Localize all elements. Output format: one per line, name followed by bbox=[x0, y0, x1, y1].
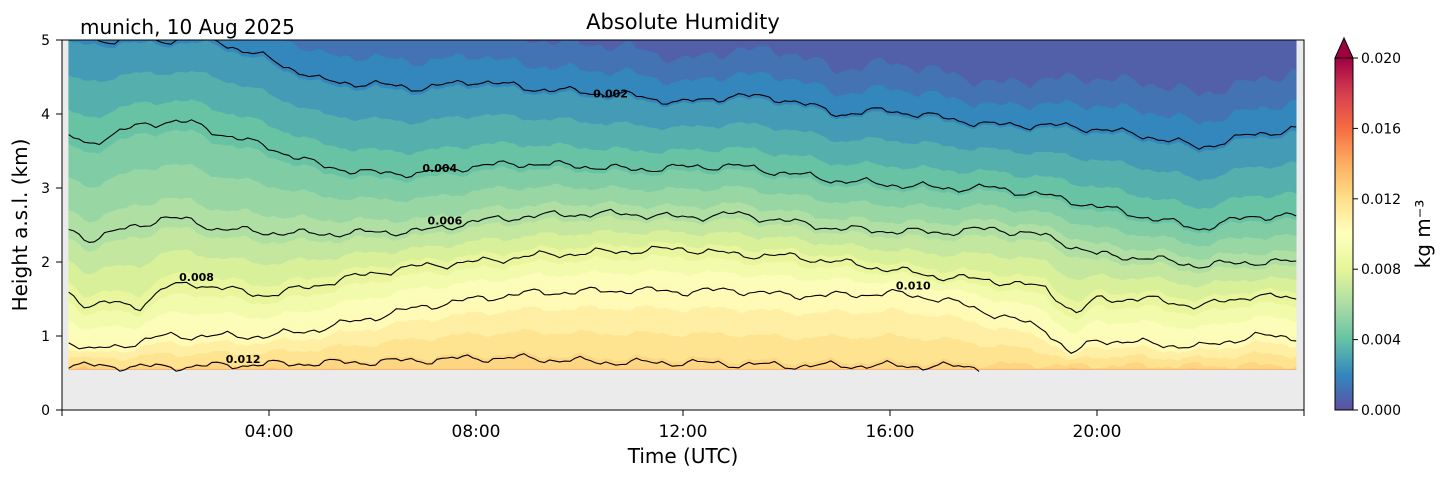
x-tick-label: 12:00 bbox=[659, 422, 708, 442]
plot-area bbox=[61, 39, 1305, 411]
contour-label: 0.010 bbox=[896, 280, 931, 293]
x-axis-label: Time (UTC) bbox=[627, 444, 739, 468]
x-tick-label: 16:00 bbox=[866, 422, 915, 442]
contour-fill-layer bbox=[68, 40, 1297, 370]
contour-label: 0.012 bbox=[226, 353, 261, 366]
chart-title: Absolute Humidity bbox=[586, 10, 780, 34]
contour-label: 0.002 bbox=[593, 87, 628, 100]
y-tick-label: 3 bbox=[41, 181, 50, 197]
colorbar-tick-label: 0.000 bbox=[1361, 403, 1401, 419]
colorbar-extend-arrow bbox=[1334, 36, 1354, 59]
x-tick-label: 08:00 bbox=[452, 422, 501, 442]
contour-label: 0.008 bbox=[179, 271, 214, 284]
x-tick-label: 04:00 bbox=[245, 422, 294, 442]
colorbar-tick-label: 0.020 bbox=[1361, 51, 1401, 67]
colorbar-tick-label: 0.016 bbox=[1361, 121, 1401, 137]
colorbar-ticks: 0.000 0.004 0.008 0.012 0.016 0.020 bbox=[1353, 51, 1401, 419]
colorbar-gradient bbox=[1335, 58, 1353, 410]
colorbar-tick-label: 0.008 bbox=[1361, 262, 1401, 278]
colorbar-tick-label: 0.004 bbox=[1361, 333, 1401, 349]
location-date-label: munich, 10 Aug 2025 bbox=[80, 15, 295, 39]
y-axis-label: Height a.s.l. (km) bbox=[8, 139, 32, 312]
colorbar-frame bbox=[1334, 57, 1354, 411]
contour-line bbox=[68, 208, 1297, 269]
y-tick-label: 0 bbox=[41, 403, 50, 419]
y-axis: 0 1 2 3 4 5 bbox=[41, 33, 62, 419]
x-tick-label: 20:00 bbox=[1073, 422, 1122, 442]
colorbar-label: kg m⁻³ bbox=[1411, 200, 1435, 269]
contour-label: 0.006 bbox=[428, 215, 463, 228]
contour-line bbox=[68, 119, 1297, 231]
contour-line bbox=[68, 245, 1297, 314]
y-tick-label: 5 bbox=[41, 33, 50, 49]
contour-line-layer bbox=[68, 40, 1297, 372]
contour-line bbox=[68, 286, 1297, 354]
colorbar: 0.000 0.004 0.008 0.012 0.016 0.020 kg m⁻³ bbox=[1334, 36, 1435, 419]
contour-line bbox=[82, 40, 1297, 150]
contour-line bbox=[68, 353, 980, 372]
x-axis: 04:00 08:00 12:00 16:00 20:00 bbox=[61, 410, 1305, 442]
y-tick-label: 1 bbox=[41, 329, 50, 345]
contour-label: 0.004 bbox=[422, 162, 457, 175]
y-tick-label: 4 bbox=[41, 107, 50, 123]
y-tick-label: 2 bbox=[41, 255, 50, 271]
colorbar-tick-label: 0.012 bbox=[1361, 192, 1401, 208]
